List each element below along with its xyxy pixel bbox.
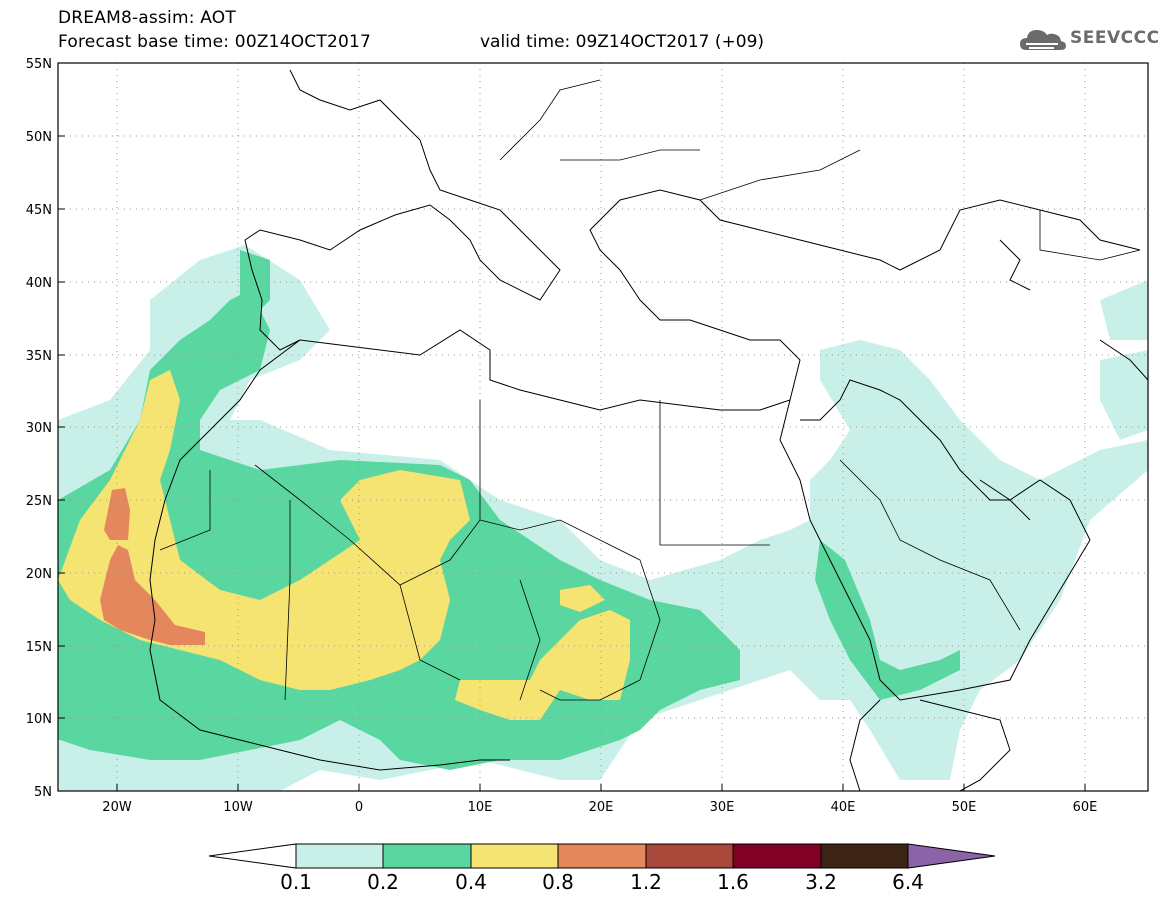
aot-shading <box>58 245 1148 791</box>
lat-label: 20N <box>26 567 52 582</box>
lon-label: 10E <box>468 800 493 815</box>
colorbar-swatch <box>557 843 647 869</box>
colorbar-label: 1.2 <box>630 870 662 894</box>
aot-level-0.1-gulf <box>1100 350 1148 440</box>
aot-level-0.2-portugal <box>240 250 270 320</box>
lon-label: 60E <box>1073 800 1098 815</box>
colorbar-swatch <box>732 843 822 869</box>
colorbar-swatch <box>295 843 384 869</box>
lon-label: 40E <box>831 800 856 815</box>
coastlines <box>149 69 1148 791</box>
lat-label: 35N <box>26 349 52 364</box>
colorbar-swatch <box>820 843 909 869</box>
valid-time: valid time: 09Z14OCT2017 (+09) <box>480 32 765 52</box>
lon-label: 30E <box>710 800 735 815</box>
aot-level-0.4-chad <box>455 610 630 720</box>
aot-level-0.4-small <box>560 585 605 612</box>
aot-level-0.8 <box>100 545 205 645</box>
colorbar-label: 6.4 <box>892 870 924 894</box>
cloud-icon <box>1020 30 1066 50</box>
lat-label: 40N <box>26 276 52 291</box>
lon-label: 10W <box>223 800 253 815</box>
country-borders <box>159 79 1141 701</box>
lat-label: 45N <box>26 203 52 218</box>
lat-label: 55N <box>26 57 52 72</box>
lon-labels: 20W 10W 0 10E 20E 30E 40E 50E 60E <box>102 800 1097 815</box>
colorbar-label: 0.2 <box>367 870 399 894</box>
seevccc-logo: SEEVCCC <box>1018 24 1160 58</box>
lat-label: 15N <box>26 640 52 655</box>
colorbar-swatch <box>645 843 734 869</box>
tick-marks <box>58 62 1086 792</box>
aot-level-0.2-redsea <box>815 540 960 700</box>
lat-label: 30N <box>26 421 52 436</box>
colorbar-low-arrow <box>208 843 297 869</box>
lon-label: 20W <box>102 800 132 815</box>
colorbar-label: 1.6 <box>717 870 749 894</box>
lat-label: 50N <box>26 130 52 145</box>
graticule <box>58 63 1148 791</box>
lat-labels: 55N 50N 45N 40N 35N 30N 25N 20N 15N 10N … <box>26 57 52 800</box>
colorbar <box>208 843 996 869</box>
colorbar-swatch <box>382 843 472 869</box>
lat-label: 25N <box>26 494 52 509</box>
colorbar-label: 0.4 <box>455 870 487 894</box>
logo-text: SEEVCCC <box>1070 28 1160 48</box>
lon-label: 20E <box>589 800 614 815</box>
colorbar-label: 0.8 <box>542 870 574 894</box>
lat-label: 5N <box>34 785 52 800</box>
aot-level-0.1-ne <box>1100 280 1148 340</box>
lon-label: 0 <box>355 800 363 815</box>
colorbar-high-arrow <box>907 843 996 869</box>
chart-title: DREAM8-assim: AOT <box>58 8 236 28</box>
lat-label: 10N <box>26 712 52 727</box>
colorbar-swatch <box>470 843 559 869</box>
lon-label: 50E <box>952 800 977 815</box>
forecast-base-time: Forecast base time: 00Z14OCT2017 <box>58 32 372 52</box>
colorbar-label: 0.1 <box>280 870 312 894</box>
colorbar-label: 3.2 <box>805 870 837 894</box>
